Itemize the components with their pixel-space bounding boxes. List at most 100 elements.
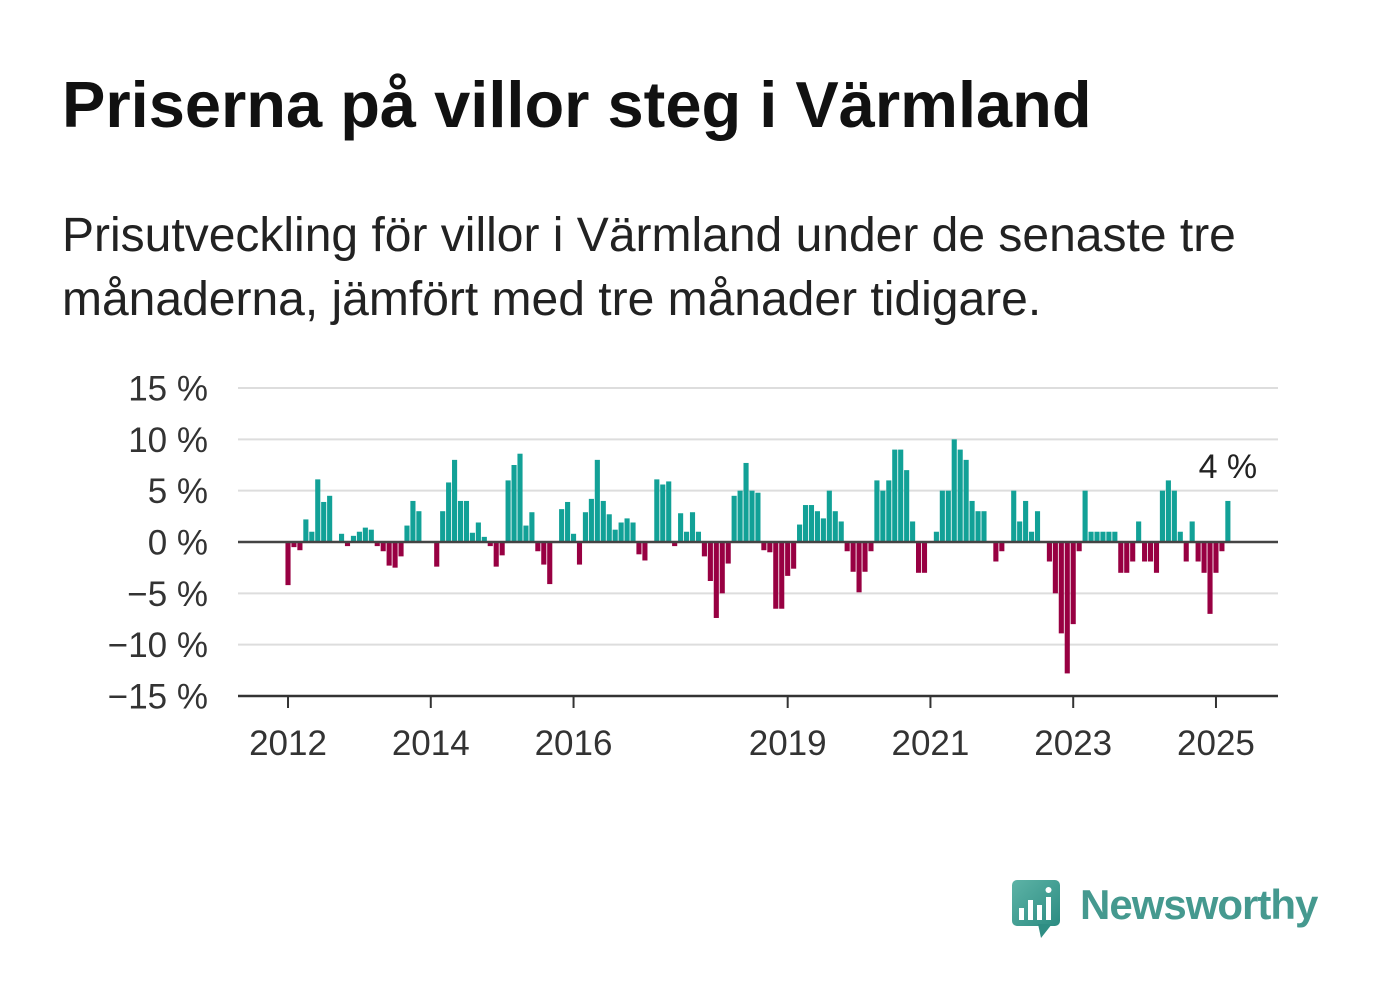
bar (719, 542, 725, 594)
bar (642, 542, 648, 561)
bar (446, 482, 452, 542)
bar (588, 498, 594, 542)
bar (440, 511, 446, 542)
brand-name: Newsworthy (1080, 881, 1318, 928)
x-tick-label: 2016 (535, 724, 613, 763)
bar (541, 542, 547, 565)
bar (850, 542, 856, 572)
bar (1183, 542, 1189, 562)
bar (493, 542, 499, 567)
bar (410, 500, 416, 542)
bar (1159, 490, 1165, 542)
bar (933, 531, 939, 542)
bar (969, 500, 975, 542)
bar (303, 519, 309, 542)
y-tick-label: −5 % (127, 575, 208, 614)
bar (1088, 531, 1094, 542)
bar (1195, 542, 1201, 562)
newsworthy-logo: Newsworthy (1011, 878, 1331, 940)
bar (689, 512, 696, 542)
bar (547, 542, 553, 585)
bar (737, 490, 743, 542)
bar (1219, 542, 1225, 552)
bar (993, 542, 999, 562)
bar (576, 542, 583, 565)
bar (297, 542, 303, 551)
bar (1023, 500, 1029, 542)
bar (559, 509, 565, 542)
y-tick-label: 5 % (148, 472, 208, 511)
bar (487, 542, 493, 547)
bar (915, 542, 922, 573)
bar (1106, 531, 1112, 542)
bar (505, 480, 511, 542)
bar (701, 542, 707, 557)
bar (600, 500, 606, 542)
bar (1011, 490, 1017, 542)
bar (749, 490, 755, 542)
bar (1064, 542, 1070, 674)
bar (481, 536, 487, 542)
bar (1094, 531, 1100, 542)
bar (368, 529, 374, 542)
bar (321, 501, 327, 542)
y-tick-label: −15 % (108, 678, 208, 717)
bar (695, 531, 702, 542)
bar (392, 542, 398, 568)
bar (856, 542, 862, 593)
bar (309, 531, 315, 542)
bar (761, 542, 767, 551)
bar (374, 542, 380, 547)
bar (862, 542, 868, 572)
bar (315, 479, 321, 542)
bar (713, 542, 719, 618)
bar (975, 511, 981, 542)
x-tick-label: 2014 (392, 724, 470, 763)
bar (773, 542, 779, 609)
bar (951, 439, 957, 542)
bar (1118, 542, 1124, 573)
bar (945, 490, 951, 542)
value-label: 4 % (1199, 448, 1258, 486)
y-tick-label: 15 % (128, 370, 208, 409)
bar (666, 481, 672, 542)
bar (452, 459, 458, 542)
bar (1165, 480, 1171, 542)
bar (1082, 490, 1088, 542)
bar (570, 533, 577, 542)
bar (517, 453, 523, 542)
newsworthy-logo-icon (1012, 880, 1060, 938)
x-tick-label: 2019 (749, 724, 827, 763)
bar (743, 462, 749, 542)
bar (921, 542, 928, 573)
bar (898, 449, 904, 542)
bar (678, 513, 684, 542)
bar (416, 511, 422, 542)
bar (910, 521, 916, 542)
bar (1225, 500, 1231, 542)
bar (1177, 531, 1183, 542)
bar (785, 542, 791, 576)
bar (660, 484, 666, 542)
y-tick-label: 0 % (148, 524, 208, 563)
chart-subtitle: Prisutveckling för villor i Värmland und… (62, 209, 1236, 326)
bar (469, 532, 475, 542)
bar (725, 542, 731, 564)
bar (1201, 542, 1207, 573)
bar (999, 542, 1005, 552)
bar (1070, 542, 1076, 625)
bar (1017, 521, 1023, 542)
bar (957, 449, 963, 542)
bar (327, 495, 333, 542)
bar (618, 522, 624, 542)
bar (1207, 542, 1213, 614)
bar (529, 512, 535, 542)
bar (1136, 521, 1142, 542)
bar (1142, 542, 1148, 562)
bar (731, 495, 737, 542)
x-tick-label: 2021 (892, 724, 970, 763)
bar (338, 533, 345, 542)
bar (636, 542, 642, 555)
bar (380, 542, 386, 552)
bar (356, 531, 362, 542)
